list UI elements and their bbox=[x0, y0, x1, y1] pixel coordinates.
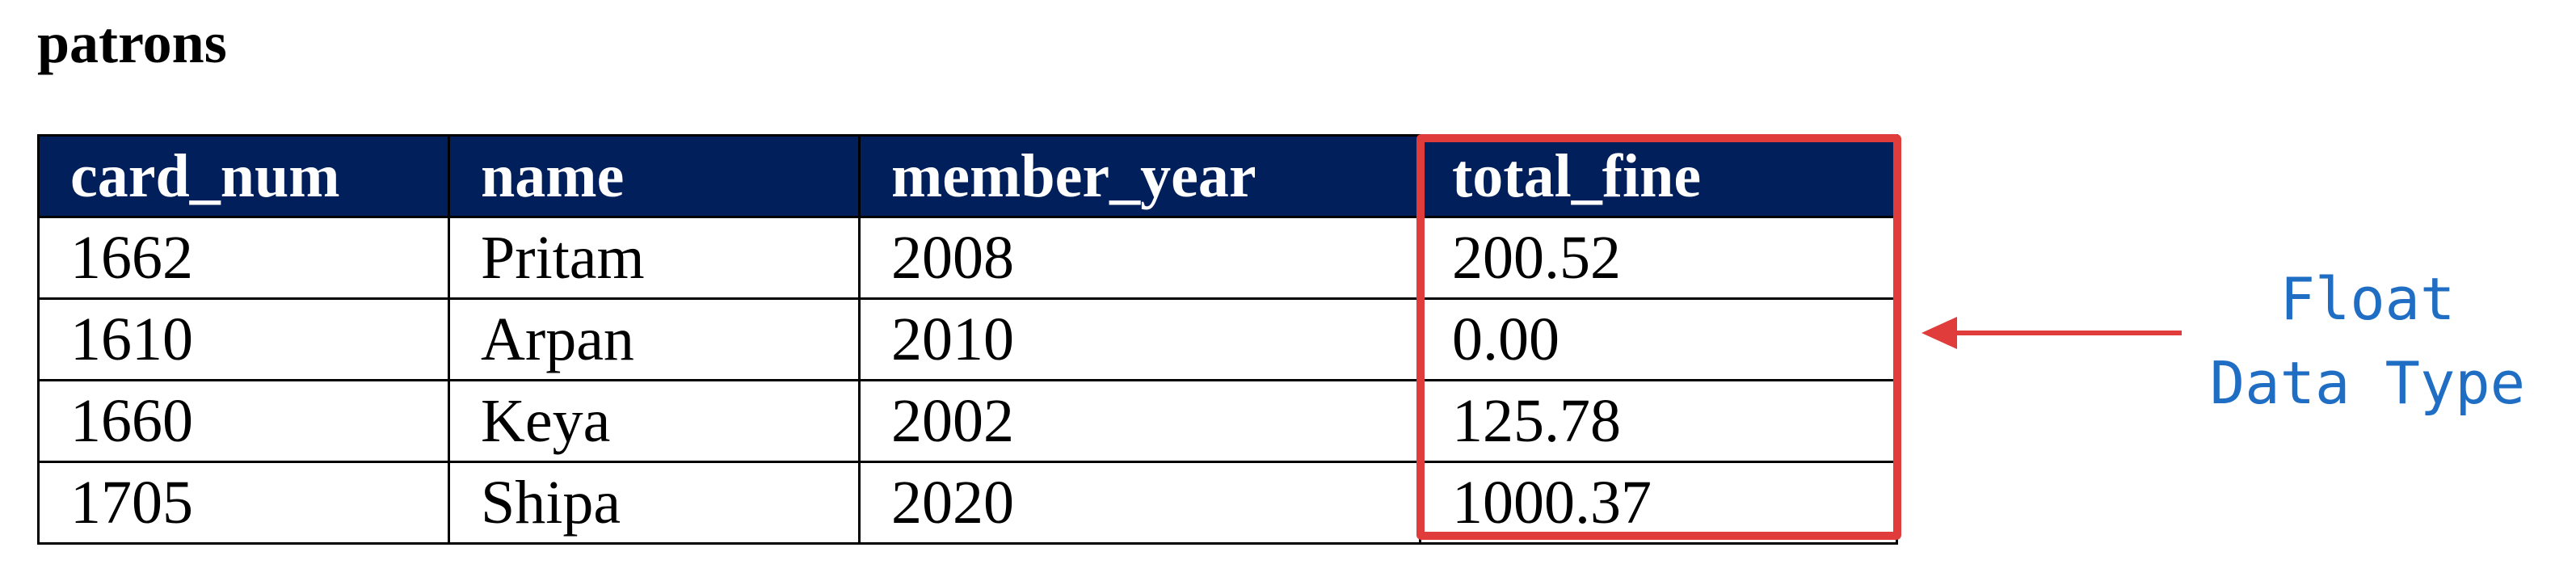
cell-total-fine: 0.00 bbox=[1419, 297, 1898, 381]
cell-total-fine: 1000.37 bbox=[1419, 461, 1898, 545]
annotation-line-2: Data Type bbox=[2209, 349, 2526, 417]
cell-total-fine: 125.78 bbox=[1419, 379, 1898, 463]
cell-member-year: 2002 bbox=[858, 379, 1421, 463]
annotation-float-data-type: Float Data Type bbox=[2157, 257, 2576, 425]
column-header-member-year: member_year bbox=[858, 134, 1421, 218]
cell-card-num: 1660 bbox=[37, 379, 450, 463]
column-header-name: name bbox=[448, 134, 861, 218]
table-row: 1660 Keya 2002 125.78 bbox=[37, 379, 1898, 463]
cell-member-year: 2010 bbox=[858, 297, 1421, 381]
cell-member-year: 2020 bbox=[858, 461, 1421, 545]
annotation-line-1: Float bbox=[2279, 265, 2456, 333]
patrons-table: card_num name member_year total_fine 166… bbox=[37, 134, 1898, 545]
table-row: 1705 Shipa 2020 1000.37 bbox=[37, 461, 1898, 545]
arrow-left-icon bbox=[1921, 317, 2182, 349]
cell-member-year: 2008 bbox=[858, 216, 1421, 300]
table-row: 1662 Pritam 2008 200.52 bbox=[37, 216, 1898, 300]
table-row: 1610 Arpan 2010 0.00 bbox=[37, 297, 1898, 381]
column-header-total-fine: total_fine bbox=[1419, 134, 1898, 218]
cell-name: Shipa bbox=[448, 461, 861, 545]
cell-total-fine: 200.52 bbox=[1419, 216, 1898, 300]
cell-card-num: 1662 bbox=[37, 216, 450, 300]
table-title: patrons bbox=[37, 11, 227, 75]
cell-name: Pritam bbox=[448, 216, 861, 300]
cell-name: Arpan bbox=[448, 297, 861, 381]
cell-card-num: 1610 bbox=[37, 297, 450, 381]
cell-name: Keya bbox=[448, 379, 861, 463]
column-header-card-num: card_num bbox=[37, 134, 450, 218]
header-row: card_num name member_year total_fine bbox=[37, 134, 1898, 218]
cell-card-num: 1705 bbox=[37, 461, 450, 545]
